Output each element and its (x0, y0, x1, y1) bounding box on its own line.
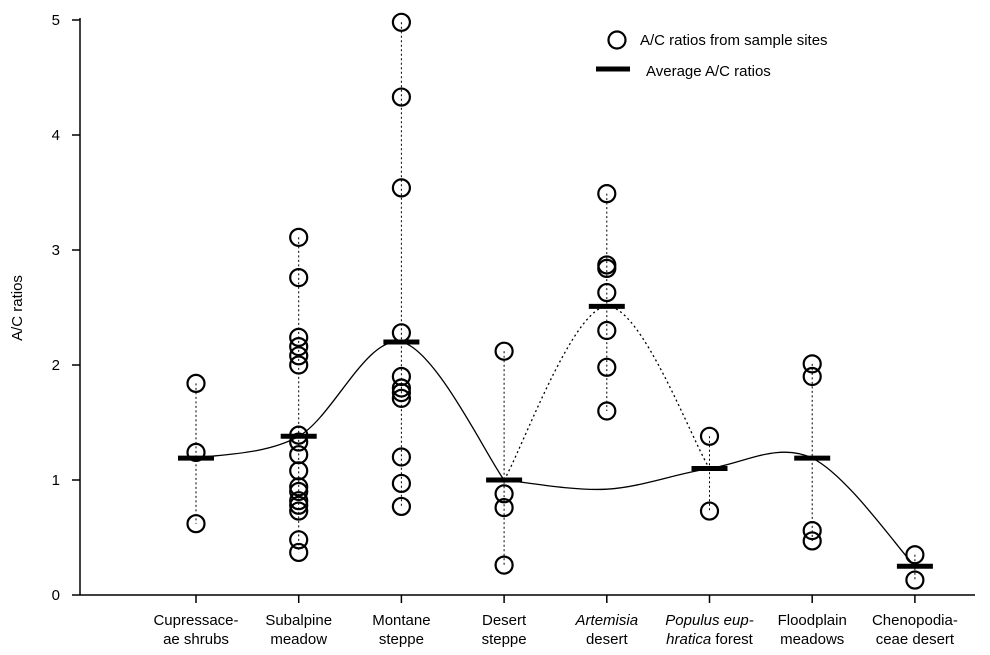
sample-point (391, 378, 411, 398)
legend-sample-marker (607, 30, 627, 50)
sample-point (597, 320, 617, 341)
sample-point (699, 426, 720, 446)
sample-point (289, 501, 309, 521)
y-tick-label: 3 (52, 242, 60, 259)
sample-point (802, 520, 822, 541)
sample-point (289, 491, 309, 511)
sample-point (494, 498, 514, 518)
sample-point (597, 401, 617, 421)
axes: 0 1 2 3 4 5 Cupressace-ae shrubs Subalpine mead… (9, 12, 975, 648)
sample-point (289, 477, 309, 497)
legend-sample-label: A/C ratios from sample sites (640, 32, 828, 49)
sample-point (391, 447, 411, 467)
sample-point (289, 542, 309, 563)
sample-point (186, 514, 206, 534)
sample-point (494, 341, 514, 361)
x-category-label: Desert steppe (482, 612, 527, 648)
average-trend-solid-upper (195, 341, 505, 481)
sample-point (597, 184, 617, 204)
sample-point (802, 354, 822, 374)
x-category-label: Cupressace-ae shrubs (153, 612, 238, 648)
x-category-label: Chenopodia-ceae desert (872, 612, 958, 648)
sample-point (289, 495, 309, 515)
y-tick-label: 1 (52, 472, 60, 489)
y-tick-label: 4 (52, 127, 60, 144)
x-category-label: Subalpine meadow (265, 612, 332, 648)
average-marks (178, 303, 933, 569)
x-category-label: Floodplain meadows (778, 612, 847, 648)
sample-point (289, 227, 309, 247)
y-axis-title: A/C ratios (9, 275, 26, 341)
sample-point (391, 178, 411, 198)
sample-point (802, 366, 822, 387)
y-ticks: 0 1 2 3 4 5 (52, 12, 80, 604)
y-tick-label: 5 (52, 12, 60, 29)
sample-point (289, 346, 309, 366)
sample-point (289, 530, 309, 550)
sample-point (289, 327, 309, 347)
sample-point (289, 481, 309, 502)
sample-point (391, 12, 411, 32)
sample-point (186, 442, 206, 462)
x-category-label: Montane steppe (372, 612, 430, 648)
sample-point (391, 473, 411, 494)
legend: A/C ratios from sample sites Average A/C… (596, 30, 828, 80)
x-category-label: Populus eup-hratica forest (665, 612, 753, 648)
sample-point (186, 373, 206, 393)
sample-point (905, 570, 925, 590)
sample-point (597, 282, 617, 303)
sample-point (905, 545, 925, 565)
sample-point (391, 496, 411, 517)
sample-point (289, 432, 309, 452)
sample-point (597, 357, 617, 377)
legend-average-label: Average A/C ratios (646, 63, 771, 80)
sample-point (289, 355, 309, 375)
sample-point (699, 501, 720, 521)
sample-point (494, 484, 514, 504)
range-lines (195, 22, 916, 581)
sample-points (186, 12, 925, 590)
sample-point (494, 555, 514, 575)
sample-point (597, 258, 617, 278)
sample-point (391, 388, 411, 408)
y-tick-label: 0 (52, 587, 60, 604)
y-tick-label: 2 (52, 357, 60, 374)
x-category-label: Artemisia desert (575, 612, 639, 648)
x-labels: Cupressace-ae shrubs Subalpine meadow Monta… (153, 595, 958, 648)
sample-point (289, 268, 309, 288)
sample-point (391, 383, 411, 403)
sample-point (391, 87, 411, 107)
sample-point (289, 337, 309, 357)
sample-point (802, 531, 822, 551)
